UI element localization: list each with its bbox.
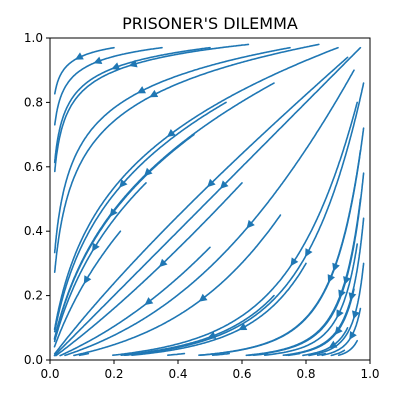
streamline — [53, 133, 195, 340]
x-axis-ticks: 0.0 0.2 0.4 0.6 0.8 1.0 — [40, 360, 380, 381]
streamline-arrowhead — [352, 310, 360, 320]
y-tick-label: 0.4 — [24, 224, 43, 238]
streamline-arrowhead — [332, 262, 340, 272]
streamline — [53, 46, 291, 254]
y-tick-label: 0.8 — [24, 95, 43, 109]
streamline — [53, 101, 227, 333]
streamline — [54, 46, 163, 126]
streamline-arrowhead — [207, 331, 217, 339]
streamline — [53, 182, 147, 343]
streamline-arrowhead — [238, 322, 248, 331]
streamline-arrowhead — [144, 297, 154, 306]
streamline-arrowhead — [166, 129, 176, 137]
arrowheads-group — [74, 52, 360, 349]
axes-frame — [49, 37, 371, 361]
streamline-arrowhead — [338, 289, 346, 299]
streamline-arrowhead — [305, 248, 313, 258]
x-tick-label: 0.2 — [104, 367, 123, 381]
y-axis-ticks: 0.0 0.2 0.4 0.6 0.8 1.0 — [24, 31, 50, 367]
streamline-arrowhead — [327, 274, 335, 283]
streamline — [198, 149, 362, 356]
streamline-arrowhead — [198, 293, 208, 302]
x-tick-label: 0.8 — [296, 367, 315, 381]
streamline — [285, 288, 355, 356]
streamline-arrowhead — [220, 180, 229, 189]
streamline — [120, 294, 275, 356]
streamline — [330, 349, 346, 357]
streamline-arrowhead — [207, 178, 216, 188]
streamline — [124, 82, 365, 356]
y-tick-label: 0.6 — [24, 160, 43, 174]
x-tick-label: 1.0 — [360, 367, 379, 381]
streamline — [55, 182, 243, 357]
streamline-arrowhead — [144, 167, 153, 177]
streamline — [167, 352, 186, 356]
streamline — [53, 230, 122, 348]
streamline-arrowhead — [149, 89, 159, 98]
streamline-arrowhead — [334, 326, 343, 335]
streamline — [131, 262, 307, 356]
streamline — [73, 214, 282, 357]
x-tick-label: 0.0 — [40, 367, 59, 381]
streamline — [64, 69, 355, 357]
streamline — [54, 43, 250, 173]
streamline-arrowhead — [348, 292, 357, 301]
streamline — [263, 243, 358, 356]
streamline-arrowhead — [128, 59, 138, 68]
streamline-arrowhead — [137, 86, 146, 94]
streamline-arrowhead — [343, 276, 351, 285]
streamline-arrowhead — [83, 275, 92, 285]
streamlines-group — [53, 43, 365, 357]
x-tick-label: 0.6 — [232, 367, 251, 381]
streamline — [53, 46, 339, 331]
streamline-arrowhead — [336, 309, 344, 319]
streamline — [53, 46, 362, 357]
streamline-arrowhead — [92, 242, 100, 252]
streamline-arrowhead — [109, 208, 118, 217]
streamline — [53, 46, 211, 164]
streamline — [211, 352, 230, 356]
streamline-arrowhead — [74, 52, 84, 60]
y-tick-label: 0.2 — [24, 289, 43, 303]
streamline-arrowhead — [93, 56, 103, 64]
streamline — [337, 339, 358, 357]
streamline-arrowhead — [290, 257, 299, 267]
streamline — [53, 56, 349, 355]
streamline — [112, 101, 358, 356]
streamline-arrowhead — [159, 258, 168, 268]
streamline-arrowhead — [119, 179, 128, 188]
streamline — [308, 262, 365, 357]
x-tick-label: 0.4 — [168, 367, 187, 381]
streamline-arrowhead — [111, 62, 121, 70]
streamline-arrowhead — [349, 331, 357, 340]
streamline — [53, 43, 320, 273]
y-tick-label: 1.0 — [24, 31, 43, 45]
streamline — [78, 352, 90, 357]
streamline-arrowhead — [246, 219, 255, 229]
streamline-arrowhead — [328, 340, 338, 349]
streamline — [245, 198, 362, 357]
streamline — [59, 246, 211, 357]
chart-title: PRISONER'S DILEMMA — [122, 14, 298, 33]
streamline — [316, 352, 326, 356]
y-tick-label: 0.0 — [24, 353, 43, 367]
